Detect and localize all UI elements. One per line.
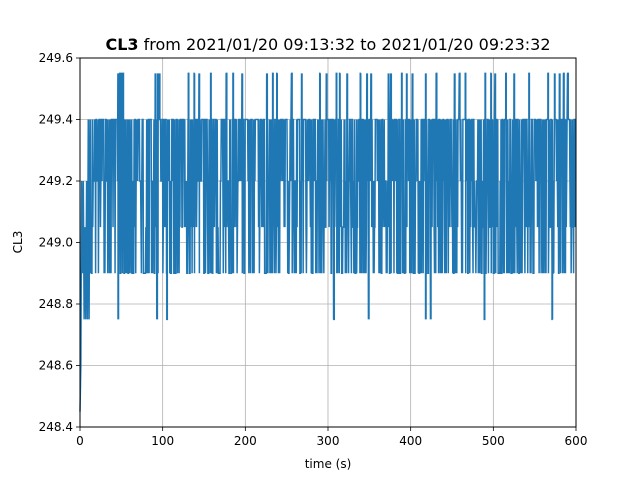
y-tick-label: 248.4 — [39, 420, 73, 434]
x-tick-label: 100 — [151, 434, 174, 448]
x-tick-label: 0 — [76, 434, 84, 448]
y-tick-label: 248.6 — [39, 359, 73, 373]
chart-title: CL3 from 2021/01/20 09:13:32 to 2021/01/… — [105, 35, 550, 54]
x-axis-label: time (s) — [305, 457, 352, 471]
y-tick-label: 248.8 — [39, 297, 73, 311]
series-line — [79, 72, 577, 412]
x-tick-label: 200 — [234, 434, 257, 448]
chart-title-rest: from 2021/01/20 09:13:32 to 2021/01/20 0… — [139, 35, 551, 54]
x-tick-label: 500 — [482, 434, 505, 448]
series-group — [79, 72, 577, 412]
x-axis-ticks: 0 100 200 300 400 500 600 — [76, 427, 587, 448]
x-tick-label: 300 — [317, 434, 340, 448]
x-tick-label: 400 — [399, 434, 422, 448]
y-axis-label: CL3 — [11, 231, 25, 254]
y-tick-label: 249.6 — [39, 51, 73, 65]
chart-title-bold: CL3 — [105, 35, 138, 54]
y-tick-label: 249.0 — [39, 236, 73, 250]
y-tick-label: 249.2 — [39, 174, 73, 188]
x-tick-label: 600 — [565, 434, 588, 448]
y-axis-ticks: 248.4 248.6 248.8 249.0 249.2 249.4 249.6 — [39, 51, 80, 434]
y-tick-label: 249.4 — [39, 113, 73, 127]
